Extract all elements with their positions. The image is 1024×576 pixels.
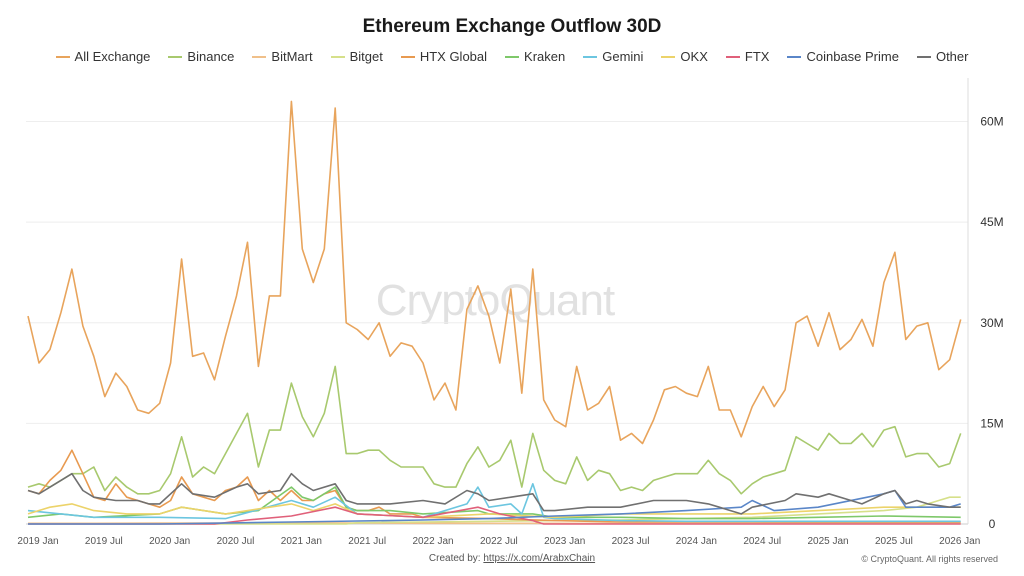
credit-label: Created by: (428, 553, 481, 564)
legend-label: All Exchange (74, 49, 151, 64)
watermark-logo: CryptoQuant (375, 276, 615, 325)
legend-swatch (916, 55, 931, 58)
x-tick-label: 2021 Jul (348, 536, 386, 547)
legend-swatch (252, 55, 267, 58)
legend-swatch (661, 55, 676, 58)
legend-label: Other (935, 49, 969, 64)
legend-label: HTX Global (419, 49, 488, 64)
x-tick-label: 2019 Jan (17, 536, 58, 547)
series-line-all-exchange (27, 100, 962, 445)
y-tick-label: 45M (980, 215, 1003, 229)
y-tick-label: 60M (980, 115, 1003, 129)
series-line-ftx (28, 506, 961, 525)
legend-label: FTX (744, 49, 770, 64)
series-line-other (27, 472, 961, 515)
x-tick-label: 2022 Jan (412, 536, 453, 547)
legend-swatch (168, 55, 183, 58)
axis-layer: 0 15M 30M 45M 60M 2019 Jan 2019 Jul 2020 Jan 202… (17, 78, 1004, 547)
legend-label: Bitget (349, 49, 383, 64)
x-tick-label: 2023 Jan (544, 536, 585, 547)
y-tick-label: 30M (980, 316, 1003, 330)
x-tick-label: 2025 Jul (875, 536, 913, 547)
legend-swatch (55, 55, 70, 58)
legend-item-bitmart[interactable]: BitMart (252, 49, 313, 64)
legend-swatch (787, 55, 802, 58)
x-tick-label: 2020 Jul (217, 536, 255, 547)
series-line-htx-global (27, 449, 961, 523)
x-tick-label: 2025 Jan (807, 536, 848, 547)
legend-item-binance[interactable]: Binance (168, 49, 234, 64)
legend-swatch (505, 55, 520, 58)
legend-swatch (330, 55, 345, 58)
y-tick-label: 0 (989, 517, 996, 531)
series-line-binance (27, 365, 962, 495)
legend-item-htx-global[interactable]: HTX Global (400, 49, 488, 64)
legend-item-kraken[interactable]: Kraken (505, 49, 565, 64)
legend-item-all-exchange[interactable]: All Exchange (55, 49, 151, 64)
x-tick-label: 2024 Jan (676, 536, 717, 547)
legend-item-other[interactable]: Other (916, 49, 969, 64)
series-line-okx (27, 503, 961, 519)
x-tick-label: 2021 Jan (281, 536, 322, 547)
legend-item-okx[interactable]: OKX (661, 49, 708, 64)
x-tick-label: 2022 Jul (480, 536, 518, 547)
legend-label: BitMart (271, 49, 313, 64)
legend-label: Gemini (602, 49, 644, 64)
chart-title: Ethereum Exchange Outflow 30D (362, 16, 662, 37)
legend-swatch (583, 55, 598, 58)
x-tick-label: 2020 Jan (149, 536, 190, 547)
grid-layer (26, 121, 968, 525)
legend-item-gemini[interactable]: Gemini (583, 49, 643, 64)
legend-swatch (725, 55, 740, 58)
legend-label: Kraken (524, 49, 566, 64)
footer-credit: Created by: https://x.com/ArabxChain (0, 553, 1024, 564)
x-tick-label: 2023 Jul (612, 536, 650, 547)
x-tick-label: 2019 Jul (85, 536, 123, 547)
legend-item-coinbase-prime[interactable]: Coinbase Prime (787, 49, 899, 64)
x-tick-label: 2026 Jan (939, 536, 980, 547)
legend-item-ftx[interactable]: FTX (725, 49, 770, 64)
x-tick-label: 2024 Jul (743, 536, 781, 547)
legend: All Exchange Binance BitMart Bitget HTX Glob… (0, 49, 1024, 64)
y-tick-label: 15M (980, 416, 1003, 430)
copyright-text: © CryptoQuant. All rights reserved (861, 554, 998, 564)
legend-label: Binance (187, 49, 235, 64)
legend-label: OKX (680, 49, 708, 64)
credit-link[interactable]: https://x.com/ArabxChain (483, 553, 596, 564)
legend-item-bitget[interactable]: Bitget (330, 49, 383, 64)
series-layer (27, 100, 962, 525)
legend-label: Coinbase Prime (806, 49, 899, 64)
legend-swatch (400, 55, 415, 58)
